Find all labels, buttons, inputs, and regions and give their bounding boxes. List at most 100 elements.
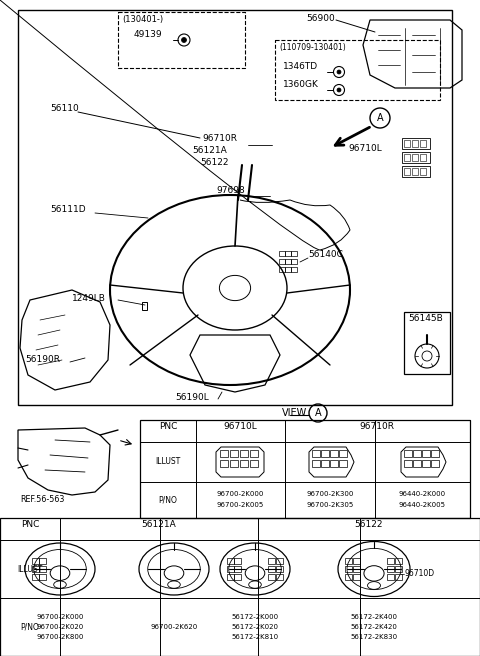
Bar	[412, 168, 418, 175]
Text: 96700-2K300: 96700-2K300	[306, 491, 354, 497]
Bar	[431, 450, 439, 457]
Bar	[312, 460, 320, 467]
Bar	[402, 166, 430, 177]
Bar	[279, 251, 285, 256]
Text: 96710L: 96710L	[348, 144, 382, 153]
Text: ILLUST: ILLUST	[17, 565, 43, 573]
Bar	[230, 450, 238, 457]
Bar	[404, 460, 412, 467]
Bar	[276, 566, 283, 572]
Bar	[339, 450, 347, 457]
Text: 56122: 56122	[355, 520, 383, 529]
Text: P/NO: P/NO	[21, 623, 39, 632]
Bar	[413, 460, 421, 467]
Bar	[234, 558, 241, 564]
Text: 56172-2K400: 56172-2K400	[350, 614, 397, 620]
Bar	[345, 566, 352, 572]
Bar	[32, 566, 38, 572]
Bar	[230, 460, 238, 467]
Bar	[275, 40, 440, 100]
Text: REF.56-563: REF.56-563	[20, 495, 64, 504]
Text: 56121A: 56121A	[192, 146, 227, 155]
Bar	[118, 12, 245, 68]
Bar	[291, 267, 297, 272]
Bar	[279, 259, 285, 264]
Text: 96700-2K620: 96700-2K620	[150, 624, 198, 630]
Bar	[404, 450, 412, 457]
Text: 96440-2K005: 96440-2K005	[398, 502, 445, 508]
Bar	[18, 10, 452, 405]
Text: 56172-2K000: 56172-2K000	[231, 614, 278, 620]
Bar	[345, 558, 352, 564]
Bar	[142, 302, 147, 310]
Bar	[395, 566, 402, 572]
Bar	[312, 450, 320, 457]
Text: VIEW: VIEW	[282, 408, 307, 418]
Bar	[227, 574, 233, 580]
Text: 96700-2K000: 96700-2K000	[36, 614, 84, 620]
Bar	[276, 574, 283, 580]
Bar	[413, 450, 421, 457]
Bar	[240, 450, 248, 457]
Bar	[39, 558, 46, 564]
Bar	[321, 460, 329, 467]
Bar	[234, 574, 241, 580]
Bar	[420, 154, 426, 161]
Bar	[240, 460, 248, 467]
Bar	[285, 267, 291, 272]
Bar	[227, 566, 233, 572]
Text: 56172-2K830: 56172-2K830	[350, 634, 397, 640]
Text: (130401-): (130401-)	[122, 15, 163, 24]
Bar	[291, 259, 297, 264]
Bar	[395, 558, 402, 564]
Text: 97698: 97698	[216, 186, 245, 195]
Text: (110709-130401): (110709-130401)	[279, 43, 346, 52]
Text: A: A	[377, 113, 384, 123]
Bar	[250, 460, 258, 467]
Text: 56145B: 56145B	[408, 314, 443, 323]
Bar	[404, 154, 410, 161]
Bar	[422, 450, 430, 457]
Bar	[402, 138, 430, 149]
Bar	[330, 450, 338, 457]
Bar	[420, 140, 426, 147]
Text: 96440-2K000: 96440-2K000	[398, 491, 445, 497]
Bar	[404, 168, 410, 175]
Text: 56172-2K810: 56172-2K810	[231, 634, 278, 640]
Bar	[404, 140, 410, 147]
Text: 96700-2K800: 96700-2K800	[36, 634, 84, 640]
Bar	[268, 574, 275, 580]
Bar	[431, 460, 439, 467]
Bar	[32, 558, 38, 564]
Bar	[279, 267, 285, 272]
Bar	[321, 450, 329, 457]
Bar	[140, 420, 470, 518]
Bar	[412, 154, 418, 161]
Circle shape	[337, 70, 341, 74]
Bar	[402, 152, 430, 163]
Circle shape	[337, 88, 341, 92]
Bar	[420, 168, 426, 175]
Bar	[0, 518, 480, 656]
Text: ILLUST: ILLUST	[156, 457, 180, 466]
Bar	[422, 460, 430, 467]
Text: 96700-2K020: 96700-2K020	[36, 624, 84, 630]
Text: 56172-2K020: 56172-2K020	[231, 624, 278, 630]
Text: 96700-2K005: 96700-2K005	[216, 502, 264, 508]
Bar	[227, 558, 233, 564]
Text: PNC: PNC	[21, 520, 39, 529]
Circle shape	[181, 37, 187, 43]
Text: 1249LB: 1249LB	[72, 294, 106, 303]
Bar	[353, 574, 360, 580]
Bar	[395, 574, 402, 580]
Bar	[339, 460, 347, 467]
Text: 1360GK: 1360GK	[283, 80, 319, 89]
Text: A: A	[315, 408, 321, 418]
Text: P/NO: P/NO	[158, 495, 178, 504]
Bar	[404, 312, 450, 374]
Text: 56122: 56122	[200, 158, 228, 167]
Text: 56111D: 56111D	[50, 205, 85, 214]
Text: PNC: PNC	[159, 422, 177, 431]
Text: 96710D: 96710D	[404, 569, 434, 579]
Text: 56121A: 56121A	[142, 520, 176, 529]
